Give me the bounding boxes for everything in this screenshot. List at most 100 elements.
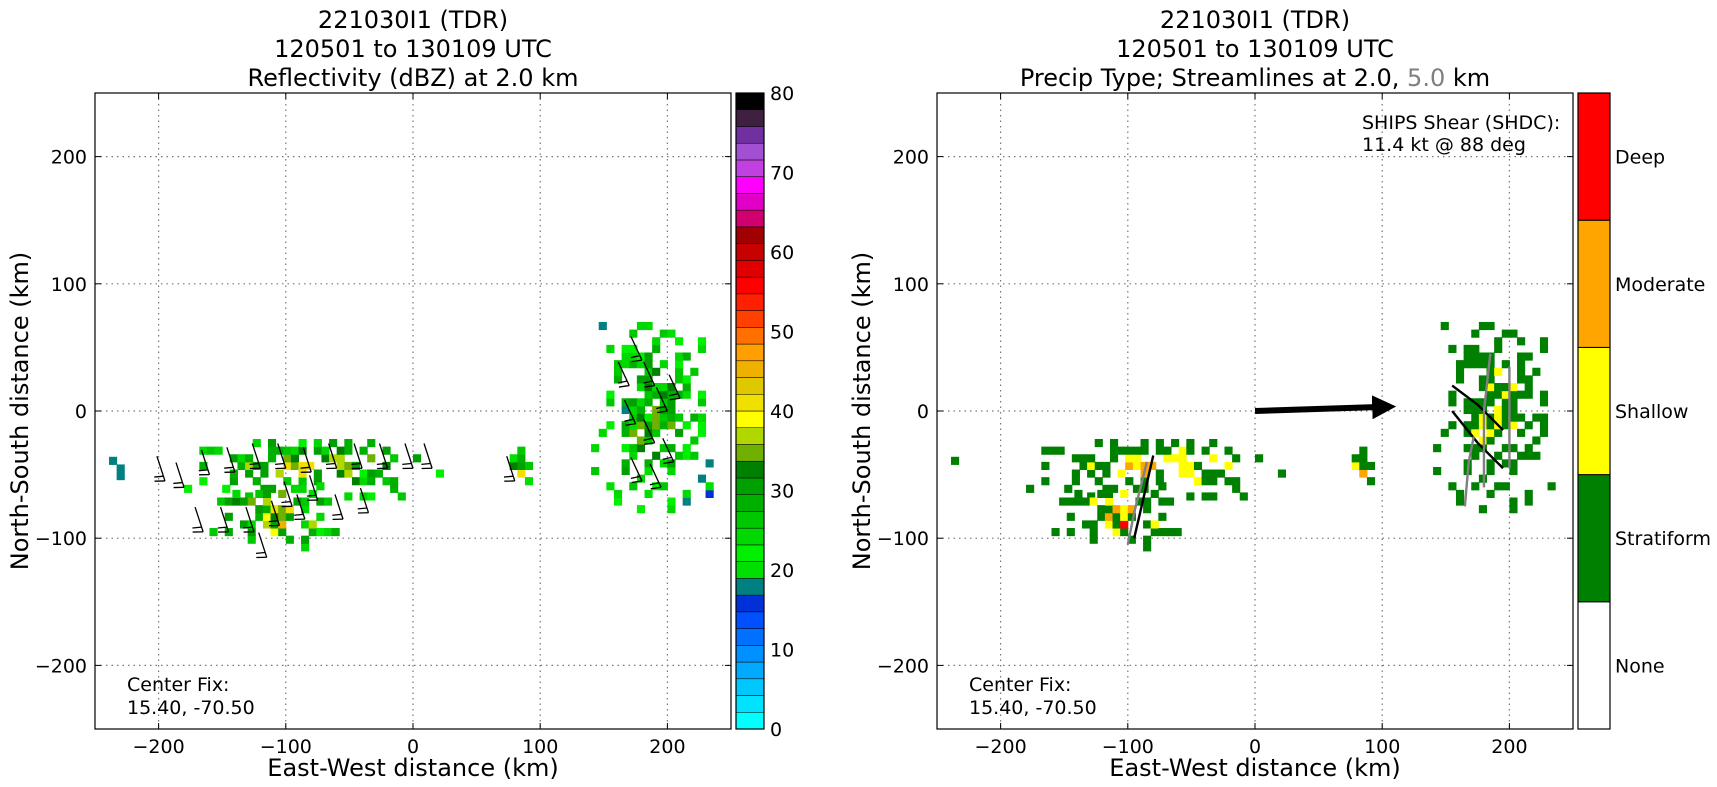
reflectivity-cell (629, 482, 638, 491)
precip-type-cell (1486, 321, 1495, 331)
precip-type-cell (1082, 520, 1091, 529)
reflectivity-cell (682, 383, 691, 392)
precip-type-cell (1127, 512, 1136, 521)
precip-type-cell (1517, 390, 1526, 399)
reflectivity-cell (517, 454, 526, 463)
precip-type-cell (1097, 512, 1106, 521)
precip-type-cell (1463, 352, 1472, 361)
precip-type-cell (1132, 484, 1142, 493)
precip-type-cell (1071, 469, 1080, 478)
reflectivity-cell (275, 469, 284, 478)
reflectivity-cell (636, 421, 646, 430)
colorbar-tick-label: 0 (770, 719, 782, 741)
left-wind-barbs (154, 336, 681, 559)
wind-barb-flag (631, 359, 643, 363)
reflectivity-cell (652, 383, 661, 392)
precip-type-cell (1224, 461, 1233, 471)
precip-type-cell (1026, 484, 1035, 493)
precip-type-cell (1517, 360, 1526, 369)
precip-type-cell (1517, 428, 1526, 437)
reflectivity-cell (697, 390, 707, 399)
precip-type-cell (1041, 477, 1050, 486)
wind-barb (173, 462, 185, 489)
precip-type-cell (1494, 390, 1503, 399)
reflectivity-cell (652, 421, 661, 430)
reflectivity-cell (270, 520, 279, 529)
reflectivity-cell (359, 446, 368, 455)
wind-barb (351, 443, 363, 470)
wind-barb-shaft (643, 418, 656, 444)
left-center-fix-label: Center Fix: (127, 674, 229, 696)
precip-type-cell (1158, 482, 1167, 491)
precip-type-cell (1079, 454, 1088, 463)
wind-barb-flag (618, 384, 630, 388)
precip-type-cell (1486, 428, 1495, 437)
precip-type-cell (1102, 469, 1111, 478)
reflectivity-cell (262, 489, 272, 498)
wind-barb-flag (625, 423, 636, 426)
precip-type-cell (1143, 535, 1152, 544)
precip-type-cell (1209, 469, 1218, 478)
precip-type-cell (1532, 367, 1541, 376)
wind-barb-flag (644, 384, 655, 388)
precip-type-cell (1089, 497, 1098, 506)
wind-barb (503, 456, 516, 482)
precip-type-cell (1509, 466, 1518, 476)
precip-type-cell (1178, 446, 1187, 455)
reflectivity-cell (629, 329, 638, 338)
wind-barb-flag (243, 531, 255, 533)
wind-barb-flag (249, 467, 261, 470)
reflectivity-cell (278, 505, 287, 514)
reflectivity-cell (298, 461, 307, 471)
precip-type-cell (1471, 360, 1480, 369)
colorbar-tick-label: 70 (770, 163, 794, 185)
y-tick-label: 200 (893, 147, 929, 169)
wind-barb-flag (192, 526, 202, 529)
precip-type-cell (1125, 446, 1134, 455)
colorbar-swatch (735, 126, 765, 144)
wind-barb-flag (192, 531, 204, 533)
precip-type-cell (1448, 421, 1457, 430)
wind-barb-flag (173, 481, 183, 485)
precip-type-cell (1359, 461, 1368, 471)
reflectivity-cell (644, 413, 653, 422)
wind-barb-flag (199, 473, 210, 476)
wind-barb-flag (656, 410, 668, 414)
y-tick-label: −100 (35, 528, 87, 550)
colorbar-category-label: Stratiform (1615, 528, 1711, 550)
precip-type-cell (1494, 482, 1503, 491)
precip-type-cell (1112, 528, 1121, 537)
precip-type-cell (1089, 528, 1098, 537)
reflectivity-cell (206, 446, 216, 455)
reflectivity-cell (652, 413, 661, 422)
wind-barb-flag (256, 556, 267, 559)
reflectivity-cell (652, 344, 661, 353)
reflectivity-cell (222, 484, 231, 493)
reflectivity-cell (306, 461, 315, 471)
precip-type-cell (1087, 469, 1096, 478)
precip-type-cell (1104, 505, 1114, 514)
precip-type-cell (1186, 461, 1195, 471)
precip-type-cell (1471, 413, 1480, 422)
reflectivity-cell (367, 438, 376, 448)
reflectivity-cell (652, 367, 661, 376)
wind-barb-shaft (378, 443, 389, 469)
precip-type-cell (1125, 461, 1134, 471)
left-title-line1: 221030I1 (TDR) (318, 6, 508, 34)
reflectivity-cell (644, 352, 653, 361)
precip-type-cell (1201, 469, 1210, 478)
reflectivity-cell (652, 405, 661, 415)
colorbar-swatch (735, 293, 765, 311)
precip-type-cell (1209, 438, 1218, 448)
precip-type-cell (1155, 469, 1164, 478)
precip-type-cell (1165, 528, 1175, 537)
wind-barb-flag (402, 467, 414, 470)
right-center-fix-label: Center Fix: (969, 674, 1071, 696)
precip-type-cell (1120, 489, 1129, 498)
precip-type-cell (1463, 360, 1472, 369)
reflectivity-cell (313, 469, 322, 478)
reflectivity-cell (644, 375, 653, 384)
precip-type-cell (1517, 375, 1526, 384)
reflectivity-cell (682, 489, 691, 498)
reflectivity-cell (697, 398, 707, 407)
